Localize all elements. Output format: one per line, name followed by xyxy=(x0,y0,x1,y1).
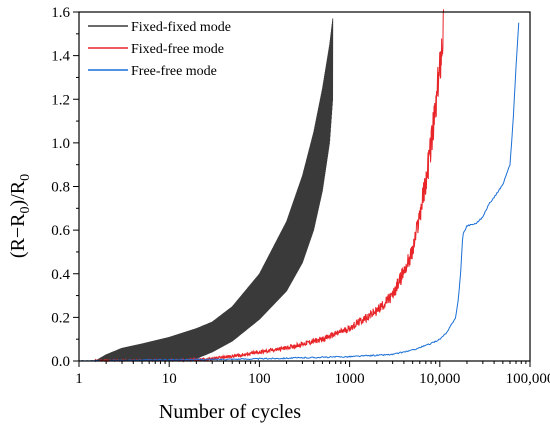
x-tick-label: 1 xyxy=(75,371,83,387)
x-tick-label: 100 xyxy=(248,371,271,387)
y-tick-label: 1.2 xyxy=(51,92,70,108)
legend: Fixed-fixed mode Fixed-free mode Free-free… xyxy=(88,20,231,79)
x-axis: 1 10 100 1000 10,000 100,000 xyxy=(75,361,550,387)
y-tick-label: 0.8 xyxy=(51,180,70,196)
y-tick-label: 0.0 xyxy=(51,354,70,370)
y-axis: 0.0 0.2 0.4 0.6 0.8 1.0 1.2 1.4 1.6 xyxy=(51,5,79,370)
x-tick-label: 100,000 xyxy=(506,371,550,387)
series-line xyxy=(94,18,334,363)
y-tick-label: 1.6 xyxy=(51,5,70,21)
legend-label: Fixed-fixed mode xyxy=(131,20,231,35)
y-tick-label: 1.4 xyxy=(51,49,70,65)
x-tick-label: 10 xyxy=(162,371,177,387)
y-tick-label: 1.0 xyxy=(51,136,70,152)
x-tick-label: 1000 xyxy=(335,371,365,387)
legend-label: Free-free mode xyxy=(131,64,217,79)
series-line xyxy=(78,22,520,362)
legend-label: Fixed-free mode xyxy=(131,42,224,57)
plot-curves xyxy=(78,9,520,363)
y-tick-label: 0.6 xyxy=(51,223,70,239)
svg-text:(R−R0)/R0: (R−R0)/R0 xyxy=(7,174,33,258)
y-tick-label: 0.4 xyxy=(51,267,70,283)
y-tick-label: 0.2 xyxy=(51,310,70,326)
x-tick-label: 10,000 xyxy=(419,371,460,387)
y-axis-label: (R−R0)/R0 xyxy=(7,174,33,258)
x-axis-label: Number of cycles xyxy=(159,401,301,423)
